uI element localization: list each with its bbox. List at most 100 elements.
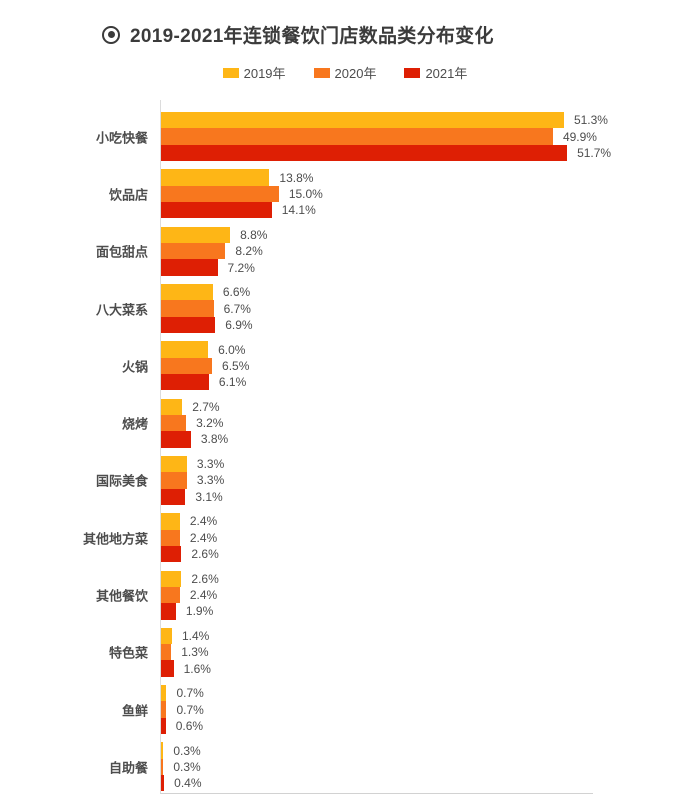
bar-2019 [161,513,180,530]
category-label: 面包甜点 [95,244,148,260]
value-label: 1.3% [181,645,209,660]
value-label: 0.7% [176,702,204,717]
value-label: 3.3% [196,473,225,488]
bar-line: 1.3% [161,644,593,661]
value-label: 2.7% [192,399,220,414]
category-label: 自助餐 [108,760,148,776]
bar-2021 [161,660,174,677]
bar-2020 [161,586,180,604]
bar-2019 [161,226,231,244]
value-label: 1.9% [185,604,214,619]
bar-chart-plot: 小吃快餐 51.3% 49.9% 51.7% 饮品店 13.8% 15.0% 14.1% 面包甜… [83,100,611,794]
bar-line: 0.7% [161,701,593,718]
value-label: 2.6% [191,547,219,562]
bar-2021 [161,374,209,391]
value-label: 6.0% [218,342,246,357]
bar-group: 特色菜 1.4% 1.3% 1.6% [109,624,593,681]
bar-group: 烧烤 2.7% 3.2% 3.8% [122,394,593,451]
value-label: 0.4% [174,776,202,791]
value-label: 2.4% [189,514,218,529]
bar-line: 6.9% [161,316,593,334]
value-label: 13.8% [279,170,314,185]
bar-line: 14.1% [161,202,593,219]
value-label: 6.7% [223,301,251,316]
bar-line: 1.6% [161,660,593,677]
category-label: 小吃快餐 [95,130,148,146]
chart-header: 2019-2021年连锁餐饮门店数品类分布变化 [102,21,494,48]
bar-2019 [161,455,187,473]
value-label: 2.4% [189,530,218,545]
bar-line: 13.8% [161,169,593,186]
legend-swatch-icon [313,67,330,78]
value-label: 8.8% [240,227,268,242]
bar-line: 3.2% [161,414,593,432]
value-label: 3.2% [196,416,224,431]
bar-2021 [161,775,165,792]
value-label: 6.5% [222,358,250,373]
bar-group: 小吃快餐 51.3% 49.9% 51.7% [96,108,611,165]
bar-2021 [161,545,182,563]
bar-2021 [161,259,218,276]
bar-2019 [161,627,172,645]
value-label: 6.9% [225,317,253,332]
bar-2019 [161,284,213,301]
bar-2020 [161,185,279,203]
value-label: 1.6% [183,661,211,676]
bar-line: 7.2% [161,259,593,276]
bar-2021 [161,316,216,334]
bar-2021 [161,202,272,219]
legend-swatch-icon [404,67,421,78]
bar-line: 6.0% [161,341,593,358]
bar-group: 火锅 6.0% 6.5% 6.1% [122,337,593,394]
bar-2020 [161,701,167,718]
value-label: 51.7% [577,145,612,160]
bar-line: 0.6% [161,717,593,735]
bar-group: 其他餐饮 2.6% 2.4% 1.9% [96,566,593,623]
bar-2020 [161,300,214,317]
value-label: 0.3% [173,743,201,758]
bar-group: 鱼鲜 0.7% 0.7% 0.6% [122,681,593,738]
bar-2020 [161,357,213,374]
bar-line: 6.5% [161,357,593,374]
value-label: 2.6% [191,571,219,586]
bar-2020 [161,758,164,776]
bar-line: 15.0% [161,185,593,203]
bar-line: 1.4% [161,627,593,645]
category-label: 火锅 [121,359,148,375]
bar-line: 6.7% [161,300,593,317]
bar-2021 [161,488,186,505]
bullseye-icon [102,25,120,44]
value-label: 14.1% [281,203,316,218]
value-label: 6.1% [218,375,247,390]
value-label: 3.8% [200,432,229,447]
category-label: 饮品店 [108,187,148,203]
bar-2020 [161,128,553,145]
category-label: 特色菜 [108,645,148,661]
bar-line: 49.9% [161,128,597,145]
bar-line: 2.6% [161,545,593,563]
bar-line: 8.2% [161,243,593,260]
bar-line: 8.8% [161,226,593,244]
category-label: 八大菜系 [95,302,148,318]
bar-2019 [161,341,209,358]
bar-line: 0.4% [161,775,593,792]
page-title: 2019-2021年连锁餐饮门店数品类分布变化 [130,26,494,47]
bar-2020 [161,472,187,489]
bar-group: 其他地方菜 2.4% 2.4% 2.6% [83,509,593,566]
legend-item-2020: 2020年 [313,63,376,82]
bar-group: 八大菜系 6.6% 6.7% 6.9% [96,280,593,337]
bar-line: 2.4% [161,513,593,530]
bar-line: 6.6% [161,284,593,301]
bar-line: 3.3% [161,455,593,473]
bar-line: 2.4% [161,586,593,604]
bar-2021 [161,144,568,162]
value-label: 1.4% [181,628,210,643]
legend-label: 2021年 [425,66,468,81]
bar-group: 国际美食 3.3% 3.3% 3.1% [96,452,593,509]
bar-2019 [161,398,183,415]
value-label: 8.2% [235,244,263,259]
value-label: 0.3% [173,759,201,774]
legend-label: 2019年 [243,66,286,81]
bar-line: 2.4% [161,529,593,546]
